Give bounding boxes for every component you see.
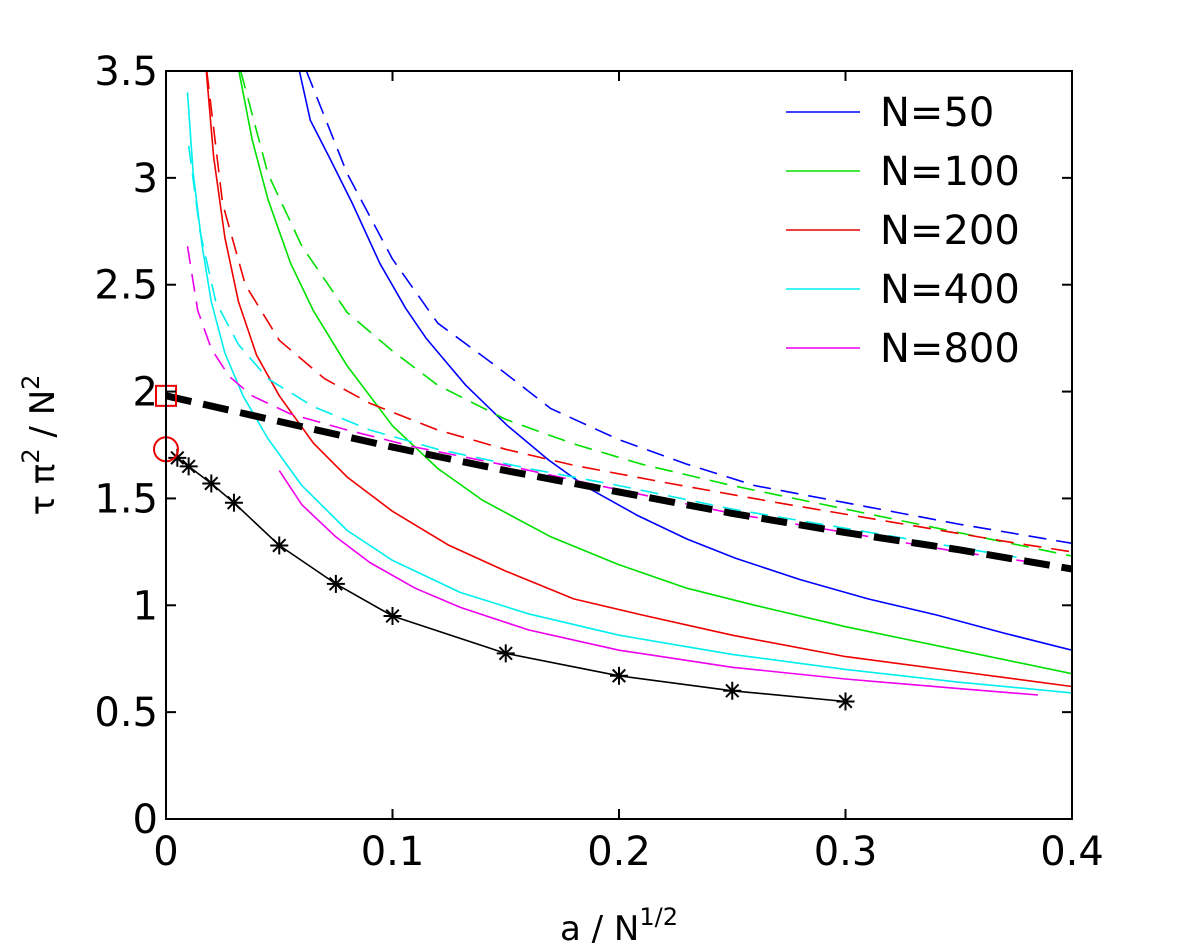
series-line-n-800 (278, 470, 1039, 696)
legend-item-n-100: N=100 (786, 149, 1020, 195)
series-line-n-100-dashed (239, 71, 1072, 557)
star-marker (326, 574, 345, 593)
y-tick-label: 1 (133, 583, 158, 629)
star-marker (179, 457, 198, 476)
star-marker (610, 666, 628, 685)
star-marker (836, 692, 855, 711)
legend-label: N=800 (880, 326, 1020, 372)
series-line-n-200-dashed (206, 71, 1072, 553)
x-tick-label: 0.1 (361, 829, 425, 875)
series-line-n-400 (186, 92, 1072, 694)
legend-item-n-800: N=800 (786, 326, 1020, 372)
star-marker (383, 606, 402, 625)
tick-layer: 0 0.1 0.2 0.3 0.4 0 0.5 1 1.5 2 2.5 3 3.5 (94, 49, 1103, 875)
y-tick-label: 1.5 (94, 476, 158, 522)
legend-label: N=100 (880, 149, 1020, 195)
series-line-n-200 (205, 71, 1072, 688)
star-marker (202, 474, 221, 493)
series-line-n-100 (238, 71, 1072, 675)
legend-label: N=50 (880, 90, 994, 136)
series-line-n-50 (298, 71, 1072, 651)
series-line-limit-thick-dashed (166, 392, 1072, 573)
series-line-n-400-dashed (187, 145, 1050, 564)
x-axis-label: a / N1/2 (560, 903, 678, 949)
star-marker (723, 681, 742, 700)
y-tick-label: 3.5 (94, 49, 158, 95)
series-layer (166, 71, 1072, 703)
star-marker (496, 644, 515, 663)
y-tick-label: 3 (133, 156, 158, 202)
star-marker (168, 448, 187, 467)
y-tick-label: 2.5 (94, 263, 158, 309)
legend-label: N=200 (880, 208, 1020, 254)
legend: N=50 N=100 N=200 N=400 N=800 (786, 90, 1020, 372)
legend-item-n-200: N=200 (786, 208, 1020, 254)
legend-item-n-50: N=50 (786, 90, 994, 136)
y-axis-label: τ π2 / N2 (17, 375, 63, 516)
marker-layer (153, 384, 855, 711)
series-line-n-800-dashed (186, 246, 1050, 566)
x-tick-label: 0.3 (814, 829, 878, 875)
legend-item-n-400: N=400 (786, 267, 1020, 313)
series-line-n-50-dashed (305, 71, 1072, 545)
legend-label: N=400 (880, 267, 1020, 313)
y-tick-label: 0 (133, 797, 158, 843)
y-tick-label: 2 (133, 370, 158, 416)
star-marker (224, 493, 243, 512)
star-marker (270, 536, 289, 555)
x-tick-label: 0 (153, 829, 178, 875)
x-tick-label: 0.4 (1040, 829, 1104, 875)
x-tick-label: 0.2 (587, 829, 651, 875)
y-tick-label: 0.5 (94, 690, 158, 736)
